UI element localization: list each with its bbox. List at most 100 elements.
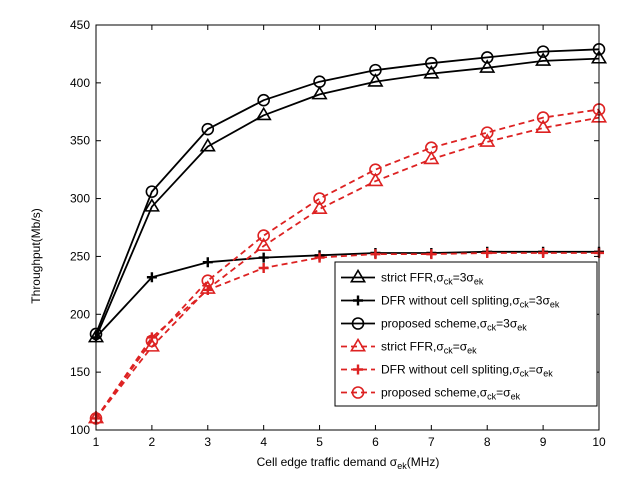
series-4-point (311, 200, 328, 214)
y-tick-label: 150 (70, 365, 90, 379)
series-2-point (258, 252, 269, 263)
legend-swatch-marker (351, 386, 365, 399)
series-6-point (201, 274, 215, 288)
series-2-point (146, 272, 157, 283)
legend-label: strict FFR,σck=σek (381, 340, 477, 356)
x-tick-label: 4 (260, 435, 267, 449)
series-4-point (479, 133, 496, 147)
series-5-point (482, 247, 493, 258)
x-tick-label: 7 (428, 435, 435, 449)
x-axis-label: Cell edge traffic demand σek(MHz) (257, 455, 440, 471)
series-6 (89, 103, 606, 425)
series-3-point (480, 51, 494, 64)
legend-label: proposed scheme,σck=σek (381, 386, 521, 402)
legend-swatch-marker (349, 268, 367, 283)
x-axis-label-unit: (MHz) (407, 455, 440, 469)
series-6-point (145, 334, 159, 348)
legend-swatch-marker (353, 364, 363, 375)
y-tick-label: 450 (70, 18, 90, 32)
y-tick-label: 100 (70, 423, 90, 437)
legend-entry-4: strict FFR,σck=σek (341, 337, 477, 356)
series-layer (87, 42, 608, 425)
x-tick-label: 3 (204, 435, 211, 449)
series-3 (89, 42, 606, 341)
legend-label-part: ek (517, 323, 527, 333)
legend-label-part: proposed scheme,σ (381, 317, 488, 331)
legend-label-part: ck (520, 369, 530, 379)
x-tick-label: 2 (149, 435, 156, 449)
series-6-point (536, 111, 550, 124)
legend-label-part: ck (520, 300, 530, 310)
legend-label-part: ck (444, 346, 454, 356)
legend-entry-3: proposed scheme,σck=3σek (341, 317, 527, 333)
legend-label-part: ek (550, 300, 560, 310)
x-tick-label: 9 (540, 435, 547, 449)
legend-entry-5: DFR without cell spliting,σck=σek (341, 363, 553, 379)
legend-swatch-marker (351, 317, 365, 330)
series-5-point (538, 247, 549, 258)
x-tick-label: 1 (93, 435, 100, 449)
series-3-point (313, 75, 326, 88)
legend-swatch-marker (349, 337, 367, 352)
legend-label-part: DFR without cell spliting,σ (381, 294, 520, 308)
legend-label-part: ck (487, 323, 497, 333)
series-1-point (535, 52, 552, 66)
series-3-point (145, 185, 159, 198)
x-axis-label-subscript: ek (397, 461, 407, 471)
series-6-point (369, 163, 382, 176)
legend-label-part: =3σ (529, 294, 551, 308)
legend-label-part: ek (543, 369, 553, 379)
legend-label-part: strict FFR,σ (381, 271, 444, 285)
series-3-point (257, 93, 270, 107)
series-4-line (95, 116, 600, 419)
legend-box (334, 261, 598, 407)
series-5-line (95, 252, 599, 419)
legend-label: proposed scheme,σck=3σek (381, 317, 527, 333)
series-2-point (202, 257, 213, 268)
series-1-point (479, 59, 496, 73)
legend-entry-2: DFR without cell spliting,σck=3σek (341, 294, 560, 310)
series-3-line (95, 48, 600, 335)
series-1-point (367, 73, 384, 87)
x-tick-label: 8 (484, 435, 491, 449)
series-4-point (255, 237, 272, 252)
y-tick-label: 200 (70, 307, 90, 321)
series-3-point (425, 56, 438, 70)
axes-layer: 1 2 3 4 5 6 7 8 9 10 100 150 200 250 300 350 400 450 (70, 18, 606, 449)
series-1-point (423, 65, 440, 79)
legend-entry-6: proposed scheme,σck=σek (341, 386, 521, 402)
x-tick-label: 5 (316, 435, 323, 449)
series-3-point (536, 45, 550, 58)
legend-label: DFR without cell spliting,σck=σek (381, 363, 553, 379)
legend-label: DFR without cell spliting,σck=3σek (381, 294, 560, 310)
series-6-point (313, 192, 326, 205)
series-2-line (95, 250, 599, 339)
legend-label: strict FFR,σck=3σek (381, 271, 484, 287)
x-tick-label: 10 (592, 435, 606, 449)
series-6-point (425, 141, 438, 154)
legend-label-part: =σ (496, 386, 511, 400)
series-4-point (423, 150, 440, 165)
series-1-point (199, 137, 216, 152)
legend-label-part: ek (474, 277, 484, 287)
series-1-line (95, 57, 600, 338)
series-4 (87, 109, 608, 424)
series-1-point (311, 85, 328, 100)
x-axis-label-main: Cell edge traffic demand σ (257, 455, 398, 469)
legend-swatch-marker (353, 295, 363, 306)
axes-frame (95, 24, 600, 431)
legend-label-part: =σ (453, 340, 468, 354)
legend-label-part: ek (511, 392, 521, 402)
series-5-point (426, 249, 437, 260)
series-1-point (143, 198, 160, 212)
series-6-point (480, 126, 494, 139)
series-6-point (257, 229, 270, 242)
legend-label-part: ck (487, 392, 497, 402)
y-axis-label: Throughput(Mb/s) (29, 208, 43, 303)
legend-label-part: proposed scheme,σ (381, 386, 488, 400)
series-4-point (535, 119, 552, 133)
y-tick-label: 400 (70, 76, 90, 90)
y-tick-label: 300 (70, 192, 90, 206)
